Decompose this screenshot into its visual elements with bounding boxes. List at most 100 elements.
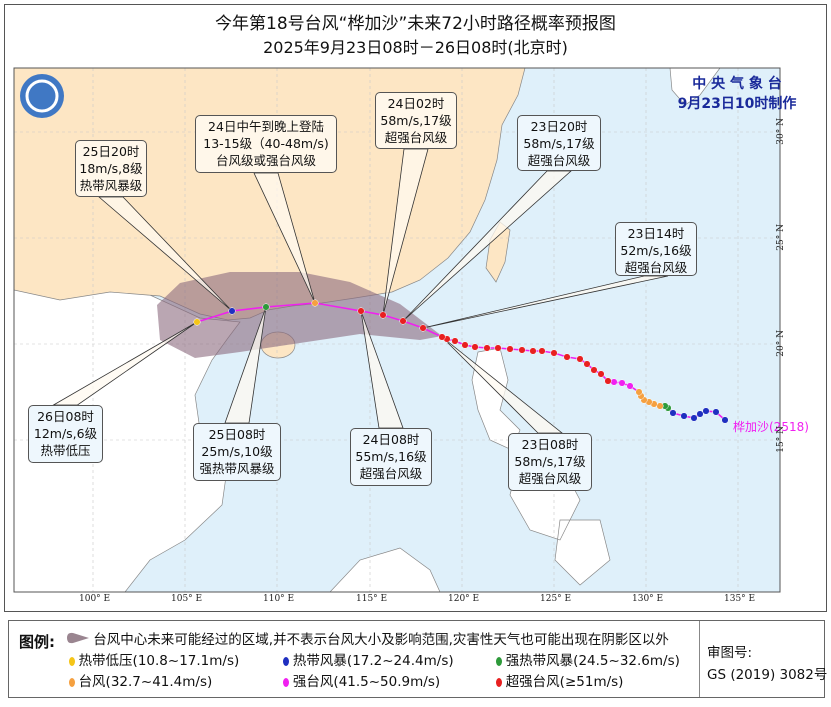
callout-line: 25日20时	[82, 144, 140, 159]
callout-leader	[402, 170, 573, 322]
callout-line: 25日08时	[208, 427, 266, 442]
typhoon-symbol-icon	[669, 409, 677, 417]
callout-leader	[97, 196, 233, 312]
callout-line: 24日中午到晚上登陆	[208, 119, 324, 134]
legend-item-label: 热带低压(10.8~17.1m/s)	[78, 653, 240, 669]
typhoon-symbol-icon	[471, 343, 479, 351]
forecast-callout: 23日08时 58m/s,17级 超强台风级	[508, 433, 592, 491]
callout-line: 58m/s,17级	[380, 113, 452, 128]
callout-line: 台风级或强台风级	[215, 153, 316, 168]
typhoon-symbol-icon	[262, 303, 270, 311]
callout-line: 55m/s,16级	[355, 449, 427, 464]
legend-item: 热带低压(10.8~17.1m/s)	[68, 649, 240, 669]
typhoon-symbol-icon	[483, 344, 491, 352]
typhoon-symbol-icon	[618, 379, 626, 387]
forecast-cone	[157, 272, 442, 358]
latitude-label: 30° N	[776, 118, 786, 145]
typhoon-symbol-icon	[635, 388, 643, 396]
legend-item: 热带风暴(17.2~24.4m/s)	[282, 649, 454, 669]
legend-cone-text: 台风中心未来可能经过的区域,并不表示台风大小及影响范围,灾害性天气也可能出现在阴…	[93, 632, 669, 648]
latitude-label: 15° N	[776, 426, 786, 453]
callout-line: 超强台风级	[359, 466, 423, 481]
callout-line: 超强台风级	[527, 153, 591, 168]
typhoon-category-icon	[495, 657, 502, 666]
forecast-callout: 24日02时 58m/s,17级 超强台风级	[375, 92, 457, 149]
latitude-label: 20° N	[776, 330, 786, 357]
typhoon-name-label: 桦加沙(2518)	[733, 420, 809, 434]
typhoon-symbol-icon	[399, 317, 407, 325]
callout-leader	[253, 172, 316, 304]
callout-leader	[382, 148, 429, 316]
callout-line: 23日14时	[627, 226, 685, 241]
map-title: 今年第18号台风“桦加沙”未来72小时路径概率预报图	[215, 14, 616, 34]
map-frame-border	[4, 4, 827, 612]
typhoon-symbol-icon	[357, 307, 365, 315]
typhoon-symbol-icon	[702, 407, 710, 415]
forecast-callout: 24日08时 55m/s,16级 超强台风级	[350, 428, 432, 486]
longitude-label: 105° E	[171, 594, 203, 604]
typhoon-symbol-icon	[597, 370, 605, 378]
land-borneo	[329, 547, 441, 592]
callout-line: 24日08时	[362, 432, 420, 447]
typhoon-symbol-icon	[590, 366, 598, 374]
callout-line: 12m/s,6级	[33, 426, 98, 441]
approval-label: 审图号:	[707, 645, 753, 661]
approval-number: GS (2019) 3082号	[707, 667, 828, 683]
longitude-label: 130° E	[632, 594, 664, 604]
longitude-label: 100° E	[79, 594, 111, 604]
legend-divider	[699, 621, 700, 697]
longitude-label: 135° E	[724, 594, 756, 604]
typhoon-symbol-icon	[518, 346, 526, 354]
callout-line: 52m/s,16级	[620, 243, 692, 258]
legend-item-label: 强热带风暴(24.5~32.6m/s)	[505, 653, 680, 669]
callout-line: 26日08时	[37, 409, 94, 424]
typhoon-symbol-icon	[696, 410, 704, 418]
forecast-callout: 24日中午到晚上登陆 13-15级（40-48m/s) 台风级或强台风级	[195, 115, 337, 173]
agency-name: 中 央 气 象 台	[692, 76, 782, 92]
typhoon-symbol-icon	[721, 416, 729, 424]
forecast-callout: 23日14时 52m/s,16级 超强台风级	[615, 222, 697, 276]
typhoon-symbol-icon	[690, 414, 698, 422]
typhoon-symbol-icon	[563, 353, 571, 361]
legend-title: 图例:	[19, 633, 55, 651]
typhoon-symbol-icon	[583, 360, 591, 368]
callout-line: 23日08时	[521, 437, 579, 452]
typhoon-symbol-icon	[193, 318, 201, 326]
typhoon-symbol-icon	[451, 337, 459, 345]
typhoon-category-icon	[282, 657, 289, 666]
callout-line: 热带风暴级	[79, 178, 143, 193]
callout-line: 23日20时	[530, 119, 588, 134]
typhoon-symbol-icon	[506, 345, 514, 353]
typhoon-symbol-icon	[604, 377, 612, 385]
latitude-label: 25° N	[776, 224, 786, 251]
forecast-callout: 25日08时 25m/s,10级 强热带风暴级	[193, 423, 281, 481]
legend-item: 超强台风(≥51m/s)	[495, 670, 623, 690]
typhoon-category-icon	[68, 657, 75, 666]
typhoon-symbol-icon	[529, 347, 537, 355]
longitude-label: 120° E	[448, 594, 480, 604]
callout-leader	[422, 275, 669, 329]
typhoon-symbol-icon	[610, 378, 618, 386]
typhoon-symbol-icon	[550, 349, 558, 357]
typhoon-symbol-icon	[680, 412, 688, 420]
typhoon-symbol-icon	[576, 355, 584, 363]
legend-item: 强台风(41.5~50.9m/s)	[282, 670, 441, 690]
typhoon-symbol-icon	[712, 408, 720, 416]
callout-line: 58m/s,17级	[514, 454, 586, 469]
callout-line: 24日02时	[387, 96, 445, 111]
typhoon-symbol-icon	[656, 402, 664, 410]
callout-line: 热带低压	[40, 443, 91, 458]
legend-item-label: 热带风暴(17.2~24.4m/s)	[292, 653, 454, 669]
land-japan	[669, 68, 721, 106]
longitude-label: 110° E	[263, 594, 295, 604]
legend-item: 台风(32.7~41.4m/s)	[68, 670, 212, 690]
longitude-label: 125° E	[540, 594, 572, 604]
typhoon-symbol-icon	[438, 333, 446, 341]
issue-time: 9月23日10时制作	[677, 96, 797, 112]
typhoon-symbol-icon	[626, 382, 634, 390]
typhoon-category-icon	[495, 678, 502, 687]
legend-item-label: 强台风(41.5~50.9m/s)	[292, 674, 441, 690]
callout-line: 超强台风级	[624, 260, 688, 275]
callout-line: 13-15级（40-48m/s)	[203, 136, 329, 151]
